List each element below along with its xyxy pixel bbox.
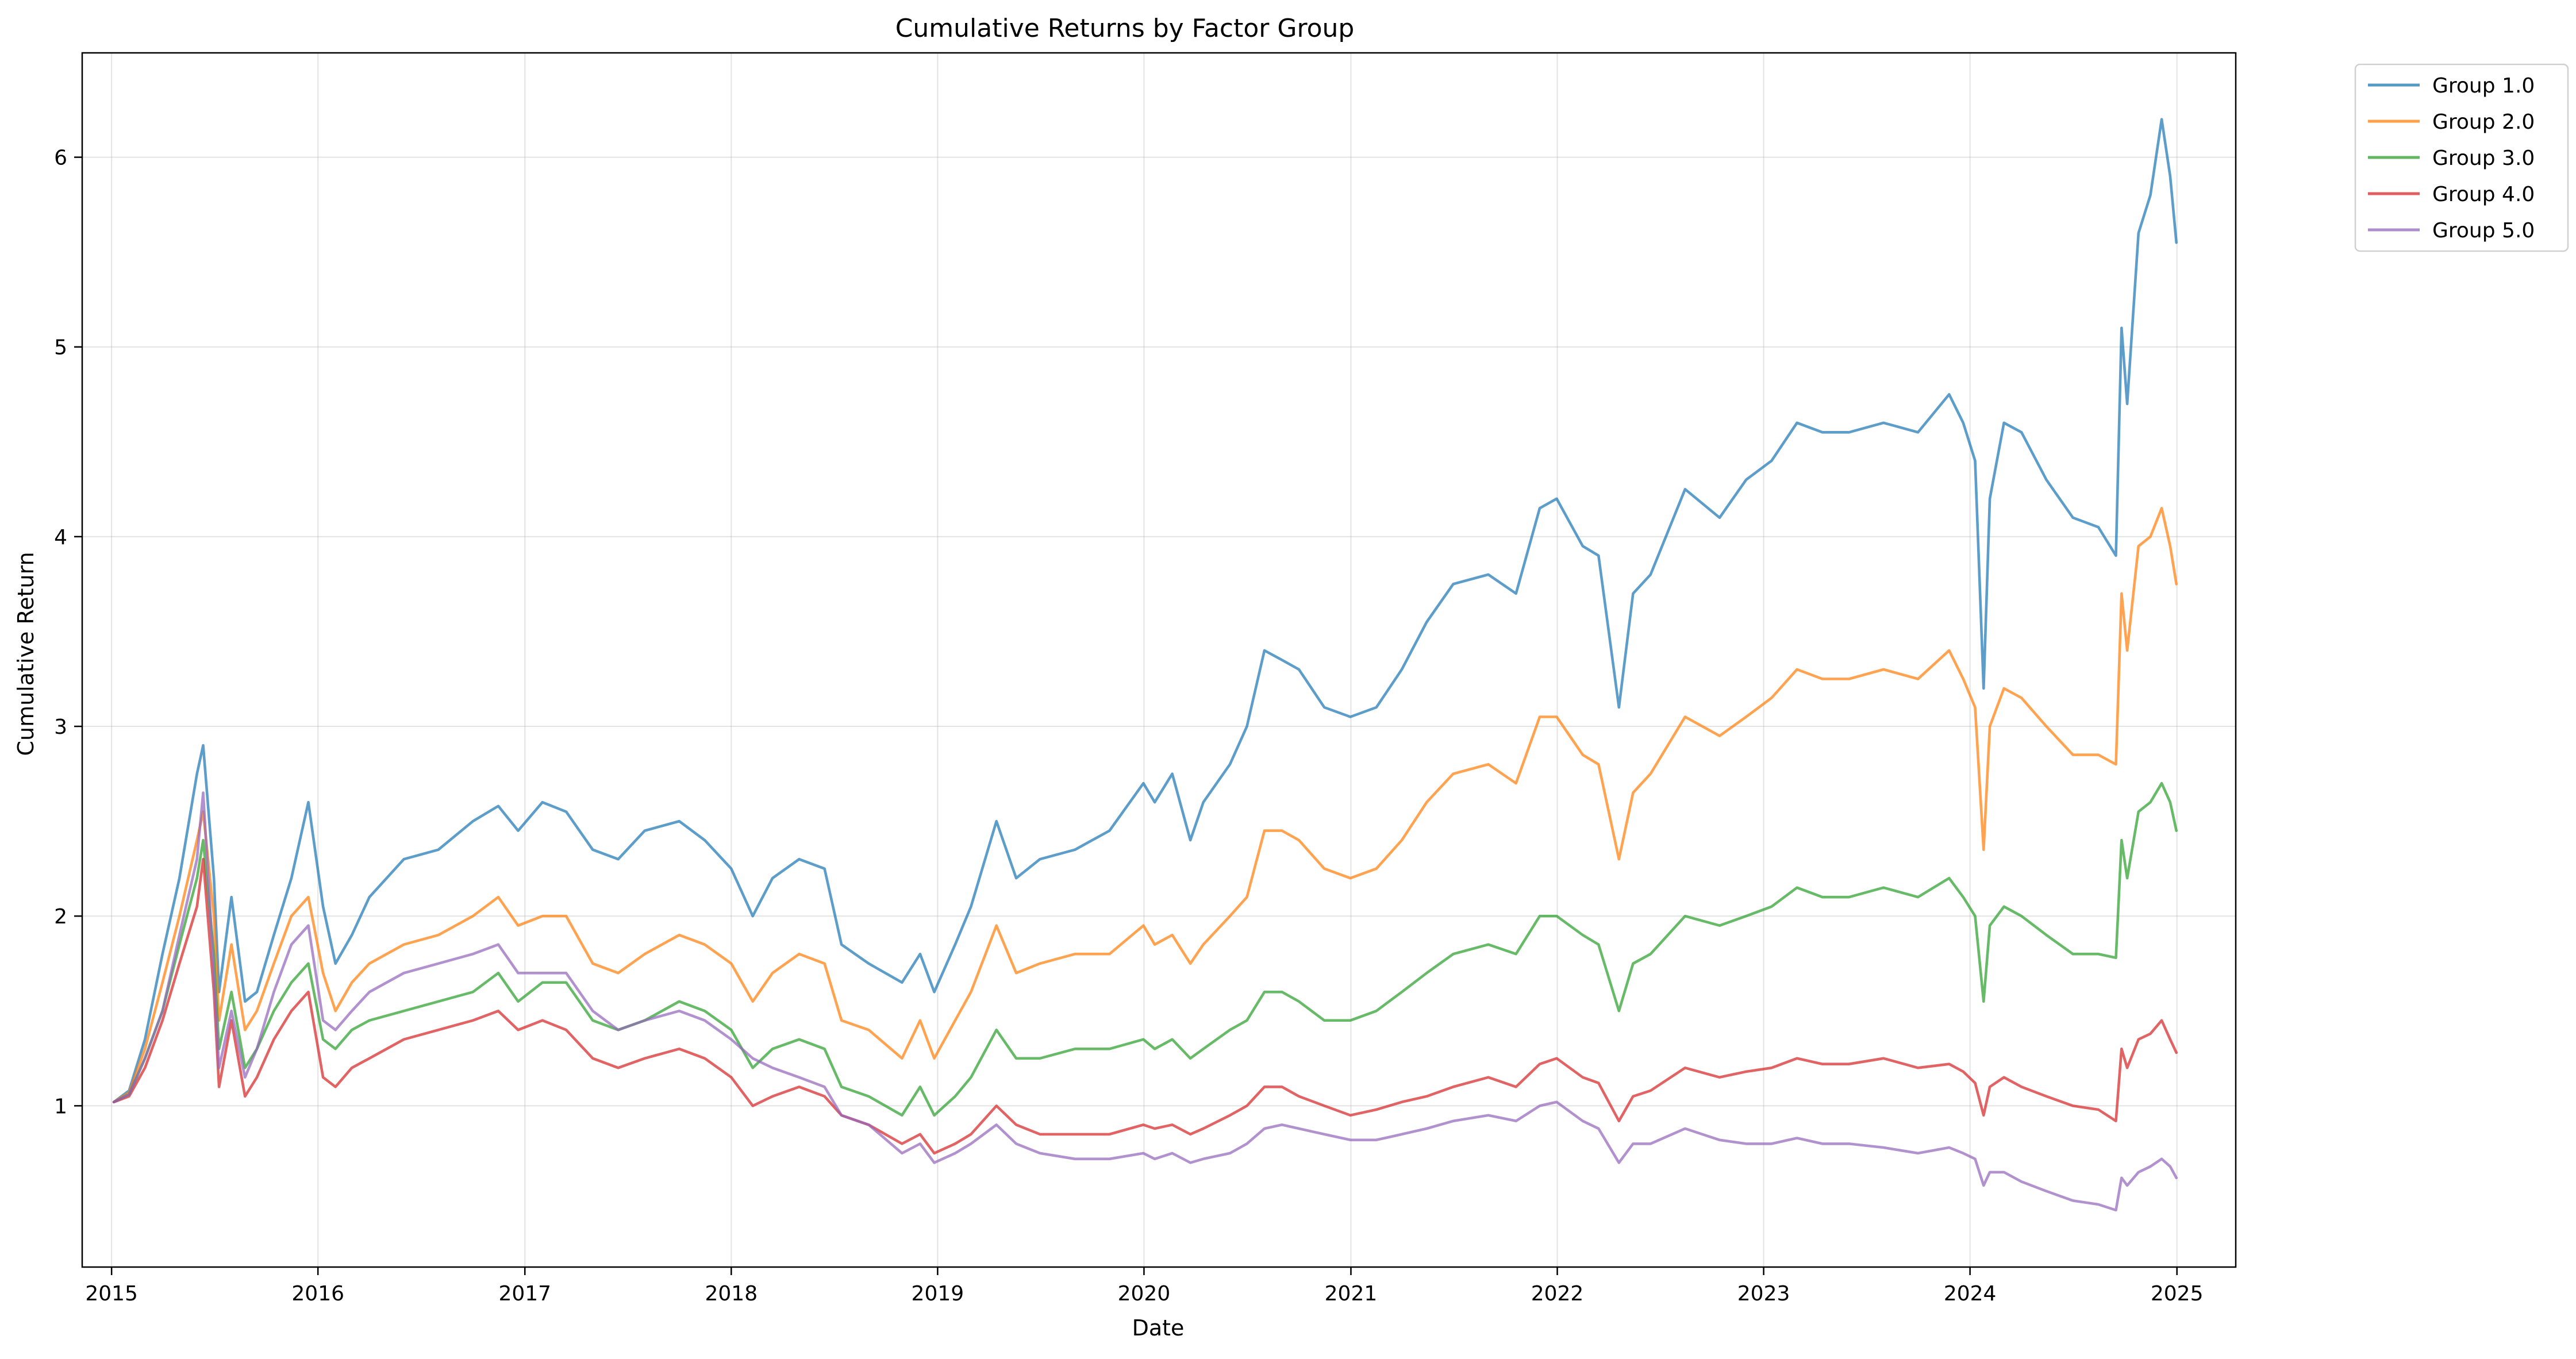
y-axis-label: Cumulative Return	[13, 552, 39, 756]
x-axis-label: Date	[1132, 1315, 1185, 1341]
chart-title: Cumulative Returns by Factor Group	[895, 14, 1355, 43]
series-line-group-3	[112, 781, 2178, 1117]
y-tick-label: 6	[54, 147, 67, 170]
x-tick-label: 2024	[1944, 1282, 1997, 1306]
series-line-group-5	[112, 791, 2178, 1212]
x-axis-ticks: 2015 2016 2017 2018 2019 2020 2021 2022 2023 2024…	[85, 1267, 2204, 1306]
x-tick-label: 2020	[1118, 1282, 1171, 1306]
y-tick-label: 5	[54, 336, 67, 360]
x-tick-label: 2019	[912, 1282, 964, 1306]
x-tick-label: 2017	[498, 1282, 551, 1306]
series-lines	[112, 118, 2178, 1212]
x-tick-label: 2023	[1737, 1282, 1790, 1306]
y-tick-label: 4	[54, 526, 67, 549]
plot-frame	[81, 52, 2237, 1268]
x-tick-label: 2018	[705, 1282, 758, 1306]
legend-box	[2354, 63, 2569, 252]
legend-label: Group 1.0	[2432, 74, 2535, 98]
y-tick-label: 3	[54, 715, 67, 739]
y-tick-label: 1	[54, 1095, 67, 1118]
legend: Group 1.0 Group 2.0 Group 3.0 Group 4.0 Grou…	[2354, 63, 2569, 252]
grid-lines	[82, 53, 2236, 1267]
series-line-group-4	[112, 857, 2178, 1155]
y-axis-ticks: 1 2 3 4 5 6	[54, 147, 82, 1118]
legend-label: Group 5.0	[2432, 219, 2535, 242]
x-tick-label: 2022	[1531, 1282, 1584, 1306]
series-line-group-1	[112, 118, 2178, 1104]
legend-label: Group 4.0	[2432, 183, 2535, 206]
legend-label: Group 2.0	[2432, 110, 2535, 134]
legend-items: Group 1.0 Group 2.0 Group 3.0 Group 4.0 Grou…	[2368, 74, 2535, 242]
x-tick-label: 2015	[85, 1282, 138, 1306]
x-tick-label: 2021	[1325, 1282, 1378, 1306]
y-tick-label: 2	[54, 905, 67, 929]
x-tick-label: 2025	[2151, 1282, 2204, 1306]
legend-label: Group 3.0	[2432, 147, 2535, 170]
series-line-group-2	[112, 507, 2178, 1104]
x-tick-label: 2016	[291, 1282, 344, 1306]
